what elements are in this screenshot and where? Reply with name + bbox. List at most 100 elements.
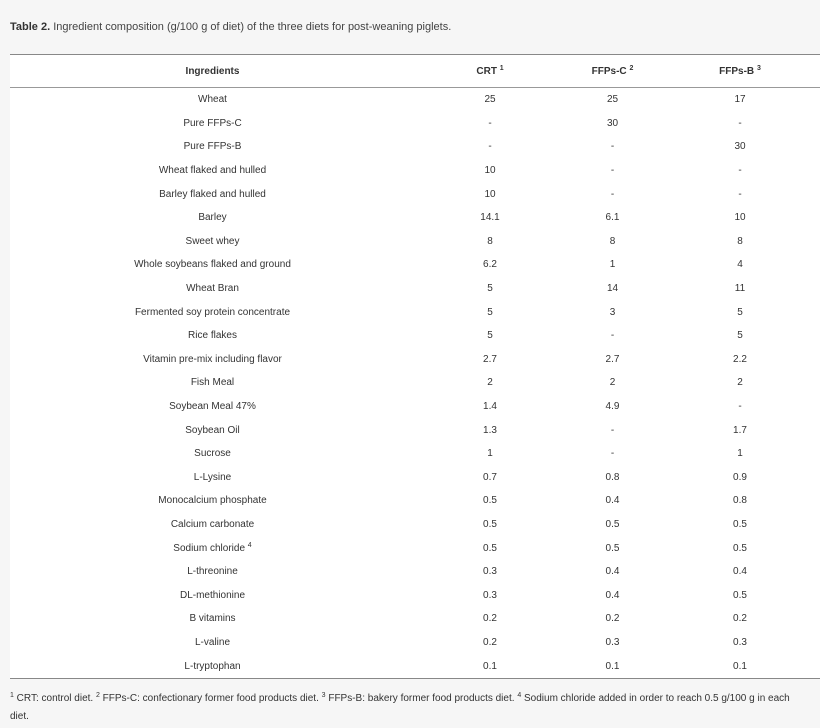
value-cell: 0.2 bbox=[733, 613, 747, 625]
table-row: B vitamins 0.2 0.2 0.2 bbox=[10, 607, 820, 631]
header-text: Ingredients bbox=[185, 65, 240, 77]
footnote-text: FFPs-B: bakery former food products diet… bbox=[325, 693, 518, 704]
table-body: Wheat 25 25 17 Pure FFPs-C -30- Pure FFPs-B - -3… bbox=[10, 88, 820, 678]
ingredient-name-cell: Sweet whey bbox=[10, 230, 415, 254]
ingredient-name-cell: Rice flakes bbox=[10, 324, 415, 348]
ingredient-name: Whole soybeans flaked and ground bbox=[134, 259, 291, 271]
ingredient-name-cell: Pure FFPs-C bbox=[10, 112, 415, 136]
ingredient-name-cell: Wheat flaked and hulled bbox=[10, 159, 415, 183]
table-row: DL-methionine 0.3 0.4 0.5 bbox=[10, 583, 820, 607]
table-row: Pure FFPs-C - 30 - bbox=[10, 112, 820, 136]
value-cell: 30 bbox=[606, 117, 619, 129]
column-header: CRT 1 bbox=[415, 55, 565, 88]
value-cell: 10 bbox=[484, 165, 496, 177]
value-cell: 0.1 bbox=[733, 660, 747, 672]
value-cell: 2.7 bbox=[605, 353, 620, 365]
value-cell: 5 bbox=[487, 283, 493, 295]
footnotes: 1 CRT: control diet. 2 FFPs-C: confectio… bbox=[10, 687, 810, 726]
ingredient-name-cell: Whole soybeans flaked and ground bbox=[10, 253, 415, 277]
table-row: L-threonine 0.3 0.4 0.4 bbox=[10, 560, 820, 584]
value-cell: 5 bbox=[737, 330, 743, 342]
footnote-marker: 1 bbox=[499, 65, 504, 72]
value-cell: 0.5 bbox=[733, 542, 747, 554]
ingredient-name: DL-methionine bbox=[179, 589, 246, 601]
footnote: 2 FFPs-C: confectionary former food prod… bbox=[96, 692, 322, 704]
ingredient-name: Wheat flaked and hulled bbox=[158, 165, 267, 177]
value-cell: 8 bbox=[487, 235, 493, 247]
header-text: CRT bbox=[476, 66, 500, 77]
value-cell: - bbox=[738, 188, 742, 200]
value-cell: 4 bbox=[737, 259, 743, 271]
ingredient-name-cell: L-tryptophan bbox=[10, 654, 415, 678]
value-cell: - bbox=[738, 165, 742, 177]
ingredient-name-cell: Sucrose bbox=[10, 442, 415, 466]
value-cell: 0.8 bbox=[605, 471, 620, 483]
value-cell: 0.1 bbox=[605, 660, 620, 672]
value-cell: 10 bbox=[734, 212, 746, 224]
value-cell: - bbox=[610, 141, 615, 153]
footnote-marker: 3 bbox=[756, 65, 761, 72]
value-cell: 0.5 bbox=[605, 542, 620, 554]
ingredient-name-cell: Barley flaked and hulled bbox=[10, 182, 415, 206]
value-cell: 10 bbox=[484, 188, 496, 200]
ingredient-name: L-Lysine bbox=[193, 471, 232, 483]
column-header: FFPs-B 3 bbox=[660, 55, 820, 88]
value-cell: 1 bbox=[487, 448, 493, 460]
value-cell: 0.4 bbox=[605, 495, 620, 507]
value-cell: 5 bbox=[487, 306, 493, 318]
value-cell: - bbox=[488, 141, 492, 153]
footnote-marker: 3 bbox=[321, 692, 326, 699]
value-cell: 0.5 bbox=[483, 495, 497, 507]
ingredient-name-cell: Soybean Meal 47% bbox=[10, 395, 415, 419]
table-row: Fish Meal 2 2 2 bbox=[10, 371, 820, 395]
ingredient-name: Fermented soy protein concentrate bbox=[134, 306, 291, 318]
value-cell: 0.9 bbox=[733, 471, 747, 483]
value-cell: 1.4 bbox=[483, 401, 497, 413]
table-row: Whole soybeans flaked and ground 6.2 1 4 bbox=[10, 253, 820, 277]
ingredient-name: Soybean Meal 47% bbox=[169, 401, 256, 413]
ingredient-name: Pure FFPs-B bbox=[183, 141, 242, 153]
value-cell: 25 bbox=[484, 94, 496, 106]
ingredient-name: Fish Meal bbox=[190, 377, 235, 389]
table-row: Calcium carbonate 0.5 0.5 0.5 bbox=[10, 513, 820, 537]
table-row: Wheat 25 25 17 bbox=[10, 88, 820, 112]
value-cell: - bbox=[610, 188, 615, 200]
ingredient-name: Calcium carbonate bbox=[170, 518, 255, 530]
value-cell: 5 bbox=[487, 330, 493, 342]
ingredient-name: Barley bbox=[198, 212, 227, 224]
footnote-marker: 4 bbox=[247, 542, 252, 550]
value-cell: 0.4 bbox=[605, 566, 620, 578]
value-cell: - bbox=[738, 117, 742, 129]
table-row: Barley 14.1 6.1 10 bbox=[10, 206, 820, 230]
value-cell: 2.2 bbox=[733, 353, 747, 365]
table-row: Soybean Meal 47% 1.4 4.9 - bbox=[10, 395, 820, 419]
footnote-text: FFPs-C: confectionary former food produc… bbox=[99, 693, 322, 704]
value-cell: 0.4 bbox=[605, 589, 620, 601]
ingredient-name-cell: Fish Meal bbox=[10, 371, 415, 395]
value-cell: - bbox=[488, 117, 492, 129]
ingredient-name-cell: Fermented soy protein concentrate bbox=[10, 300, 415, 324]
ingredient-name: B vitamins bbox=[189, 613, 236, 625]
value-cell: 11 bbox=[734, 283, 746, 295]
ingredient-name: Sucrose bbox=[194, 448, 231, 460]
ingredient-name: Rice flakes bbox=[188, 330, 237, 342]
value-cell: 5 bbox=[737, 306, 743, 318]
ingredient-name: Pure FFPs-C bbox=[183, 117, 242, 129]
footnote-text: CRT: control diet. bbox=[13, 693, 96, 704]
table-label: Table 2. bbox=[10, 21, 51, 33]
caption-text: Ingredient composition (g/100 g of diet)… bbox=[50, 21, 452, 33]
ingredient-table-container: Ingredients CRT 1 FFPs-C 2 FFPs-B 3 Wheat 25… bbox=[10, 54, 820, 679]
value-cell: 0.3 bbox=[605, 636, 620, 648]
value-cell: 0.3 bbox=[483, 566, 497, 578]
table-row: Sodium chloride 4 0.5 0.5 0.5 bbox=[10, 536, 820, 560]
ingredient-name: Wheat Bran bbox=[186, 283, 239, 295]
ingredient-name-cell: Wheat bbox=[10, 88, 415, 112]
header-row: Ingredients CRT 1 FFPs-C 2 FFPs-B 3 bbox=[10, 55, 820, 88]
table-row: Barley flaked and hulled 10 - - bbox=[10, 182, 820, 206]
value-cell: 1.3 bbox=[483, 424, 497, 436]
value-cell: - bbox=[610, 424, 615, 436]
value-cell: 0.5 bbox=[733, 518, 747, 530]
ingredient-name-cell: Monocalcium phosphate bbox=[10, 489, 415, 513]
value-cell: 1.7 bbox=[733, 424, 747, 436]
value-cell: 0.5 bbox=[605, 518, 620, 530]
